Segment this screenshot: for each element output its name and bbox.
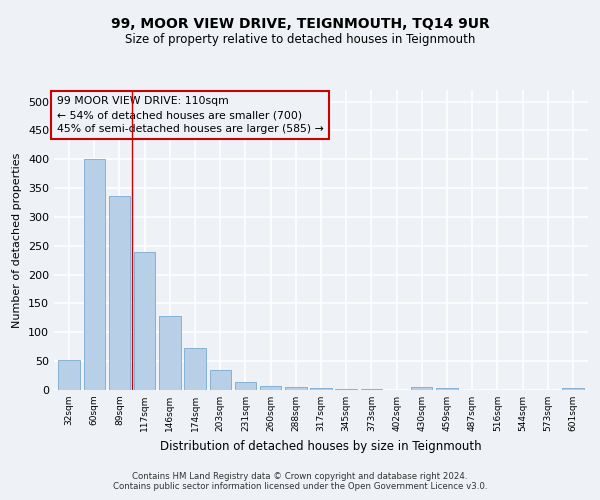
Bar — [361, 389, 382, 390]
Text: Contains HM Land Registry data © Crown copyright and database right 2024.: Contains HM Land Registry data © Crown c… — [132, 472, 468, 481]
Bar — [411, 387, 433, 390]
Text: 99 MOOR VIEW DRIVE: 110sqm
← 54% of detached houses are smaller (700)
45% of sem: 99 MOOR VIEW DRIVE: 110sqm ← 54% of deta… — [56, 96, 323, 134]
Bar — [83, 159, 105, 390]
X-axis label: Distribution of detached houses by size in Teignmouth: Distribution of detached houses by size … — [160, 440, 482, 452]
Bar — [58, 360, 80, 390]
Bar — [436, 388, 458, 390]
Bar — [184, 348, 206, 390]
Bar — [285, 387, 307, 390]
Bar — [562, 388, 584, 390]
Bar — [134, 252, 155, 390]
Text: Size of property relative to detached houses in Teignmouth: Size of property relative to detached ho… — [125, 32, 475, 46]
Bar — [310, 388, 332, 390]
Bar — [235, 382, 256, 390]
Text: Contains public sector information licensed under the Open Government Licence v3: Contains public sector information licen… — [113, 482, 487, 491]
Bar — [209, 370, 231, 390]
Bar — [109, 196, 130, 390]
Bar — [335, 389, 357, 390]
Y-axis label: Number of detached properties: Number of detached properties — [13, 152, 22, 328]
Bar — [159, 316, 181, 390]
Bar — [260, 386, 281, 390]
Text: 99, MOOR VIEW DRIVE, TEIGNMOUTH, TQ14 9UR: 99, MOOR VIEW DRIVE, TEIGNMOUTH, TQ14 9U… — [110, 18, 490, 32]
